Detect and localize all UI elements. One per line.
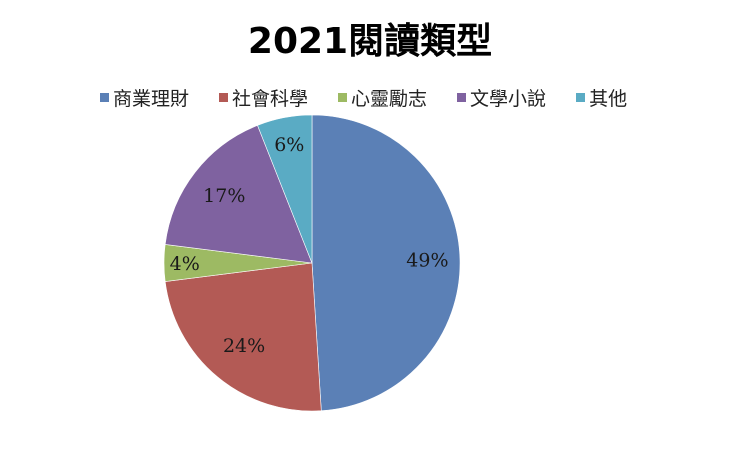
chart-title: 2021閱讀類型 <box>247 21 493 62</box>
legend-label: 商業理財 <box>113 88 190 110</box>
pie-slice-other <box>257 114 313 264</box>
legend-label: 社會科學 <box>232 88 309 110</box>
data-label-social-science: 24% <box>223 335 265 357</box>
pie-slices <box>163 114 461 412</box>
pie-slice-social-science <box>164 262 322 412</box>
pie-slice-business <box>311 114 461 412</box>
pie-slice-literature <box>164 125 313 264</box>
chart-legend: 商業理財 社會科學 心靈勵志 文學小說 其他 <box>100 84 657 111</box>
legend-swatch-inspirational <box>338 93 348 102</box>
legend-swatch-literature <box>457 93 467 102</box>
legend-swatch-other <box>576 93 586 102</box>
data-label-literature: 17% <box>203 185 245 207</box>
legend-item-inspirational: 心靈勵志 <box>338 84 427 111</box>
legend-swatch-business <box>100 93 109 102</box>
legend-item-social-science: 社會科學 <box>219 84 308 111</box>
legend-label: 心靈勵志 <box>351 88 428 110</box>
legend-swatch-social-science <box>219 93 229 102</box>
legend-label: 其他 <box>589 88 628 110</box>
legend-item-literature: 文學小說 <box>457 84 546 111</box>
legend-item-other: 其他 <box>576 84 627 111</box>
pie-labels: 49% 24% 4% 17% 6% <box>170 134 449 357</box>
data-label-other: 6% <box>274 134 304 156</box>
data-label-business: 49% <box>406 249 448 271</box>
legend-label: 文學小說 <box>470 88 547 110</box>
legend-item-business: 商業理財 <box>100 84 189 111</box>
data-label-inspirational: 4% <box>170 253 200 275</box>
